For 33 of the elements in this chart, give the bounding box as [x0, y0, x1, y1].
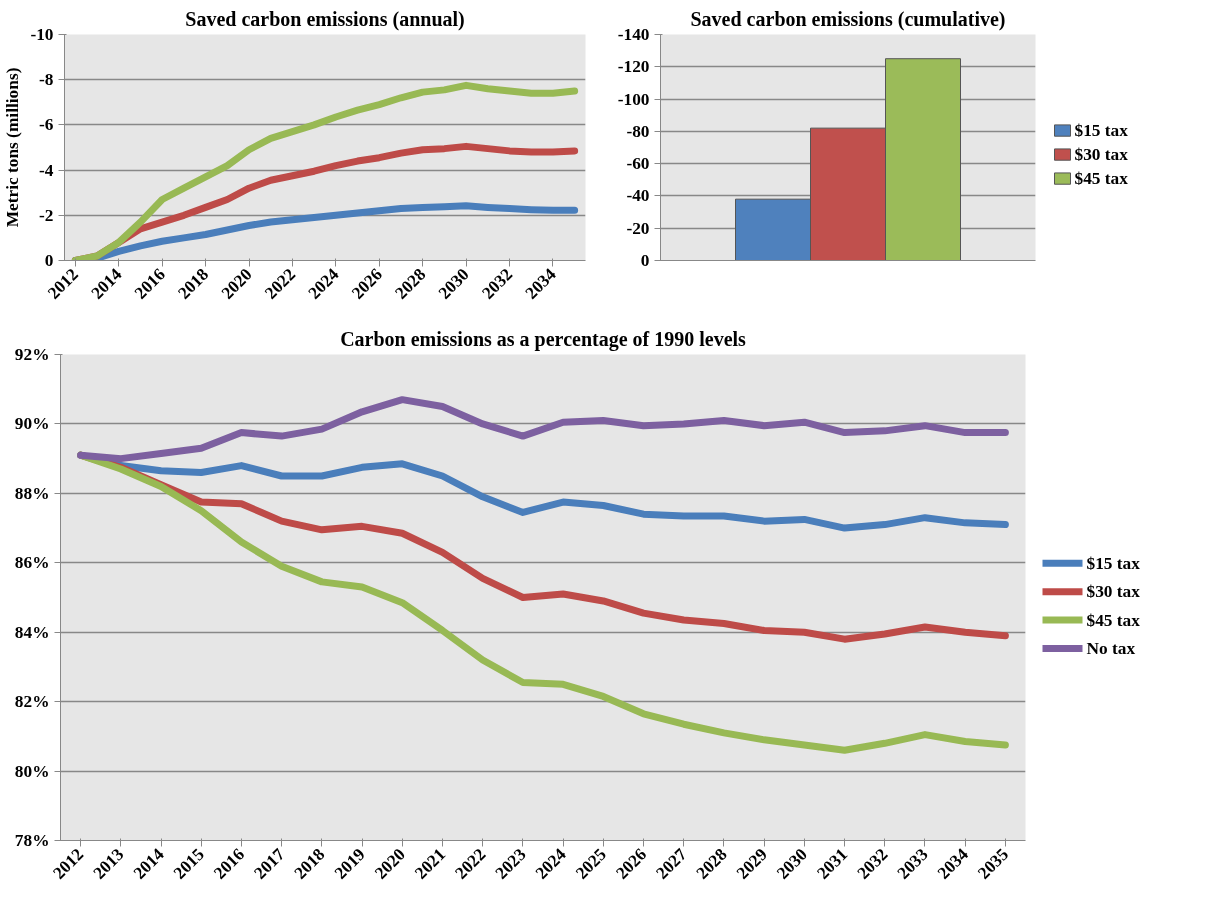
- legend-label: $45 tax: [1074, 169, 1129, 189]
- y-tick-label: 80%: [14, 761, 50, 781]
- y-tick-label: -8: [39, 70, 54, 90]
- y-tick-label: -60: [626, 154, 650, 174]
- y-tick-label: -20: [626, 218, 650, 238]
- y-axis-title: Metric tons (millions): [3, 67, 23, 228]
- y-tick-label: -100: [617, 89, 650, 109]
- legend-label: $45 tax: [1086, 610, 1141, 630]
- y-tick-label: 82%: [14, 692, 50, 712]
- y-tick-label: 88%: [14, 483, 50, 503]
- y-tick-label: 0: [44, 251, 54, 270]
- chart-title: Carbon emissions as a percentage of 1990 levels: [340, 327, 747, 351]
- y-tick-label: 0: [640, 251, 650, 270]
- y-tick-label: -10: [30, 25, 54, 44]
- y-tick-label: 86%: [14, 553, 50, 573]
- y-tick-label: -120: [617, 57, 650, 77]
- chart-title: Saved carbon emissions (cumulative): [690, 7, 1006, 31]
- y-tick-label: -80: [626, 121, 650, 141]
- legend-label: $30 tax: [1074, 145, 1129, 165]
- y-tick-label: -6: [39, 115, 54, 135]
- y-tick-label: -140: [617, 25, 650, 44]
- y-tick-label: 92%: [14, 345, 50, 364]
- legend-label: $30 tax: [1086, 582, 1141, 602]
- y-tick-label: 90%: [14, 414, 50, 434]
- y-tick-label: 78%: [14, 831, 50, 850]
- legend-label: $15 tax: [1074, 121, 1129, 141]
- legend-label: No tax: [1086, 639, 1136, 659]
- y-tick-label: 84%: [14, 622, 50, 642]
- chart-title: Saved carbon emissions (annual): [185, 7, 465, 31]
- y-tick-label: -2: [39, 205, 54, 225]
- y-tick-label: -40: [626, 186, 650, 206]
- y-tick-label: -4: [39, 160, 54, 180]
- legend-label: $15 tax: [1086, 553, 1141, 573]
